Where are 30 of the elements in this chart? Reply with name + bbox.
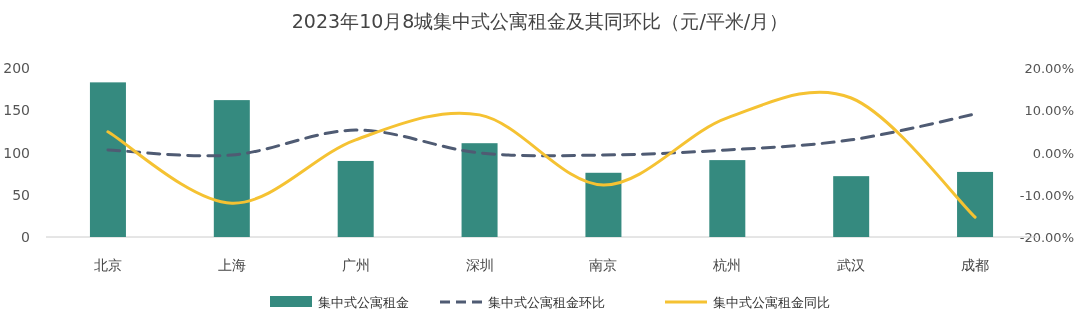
legend-label: 集中式公寓租金 <box>318 295 409 310</box>
y-tick-label: 200 <box>3 60 30 76</box>
y-tick-label: 0 <box>21 229 30 245</box>
x-tick-label: 武汉 <box>837 257 866 273</box>
y2-tick-label: -20.00% <box>1019 230 1074 245</box>
chart-title: 2023年10月8城集中式公寓租金及其同环比（元/平米/月） <box>291 10 789 32</box>
y2-tick-label: 20.00% <box>1024 61 1074 76</box>
bar <box>957 171 994 237</box>
x-tick-label: 成都 <box>961 257 990 273</box>
x-tick-label: 上海 <box>217 257 246 273</box>
legend-label: 集中式公寓租金环比 <box>488 295 605 310</box>
x-tick-label: 杭州 <box>712 257 742 273</box>
bar <box>213 100 250 237</box>
y-tick-label: 100 <box>3 144 30 161</box>
bar <box>833 176 870 237</box>
y-tick-label: 50 <box>12 186 30 203</box>
y2-tick-label: -10.00% <box>1019 187 1074 203</box>
y2-tick-label: 0.00% <box>1032 145 1074 161</box>
y-tick-label: 150 <box>3 102 30 119</box>
x-tick-label: 南京 <box>589 257 618 273</box>
bar <box>337 160 374 237</box>
x-tick-label: 广州 <box>341 257 370 273</box>
x-tick-label: 北京 <box>93 257 122 273</box>
bar <box>461 143 498 237</box>
x-tick-label: 深圳 <box>465 257 494 273</box>
y2-tick-label: 10.00% <box>1024 103 1074 119</box>
legend-label: 集中式公寓租金同比 <box>713 295 830 310</box>
bar <box>709 160 746 237</box>
bar <box>585 172 622 237</box>
bar <box>89 82 126 237</box>
